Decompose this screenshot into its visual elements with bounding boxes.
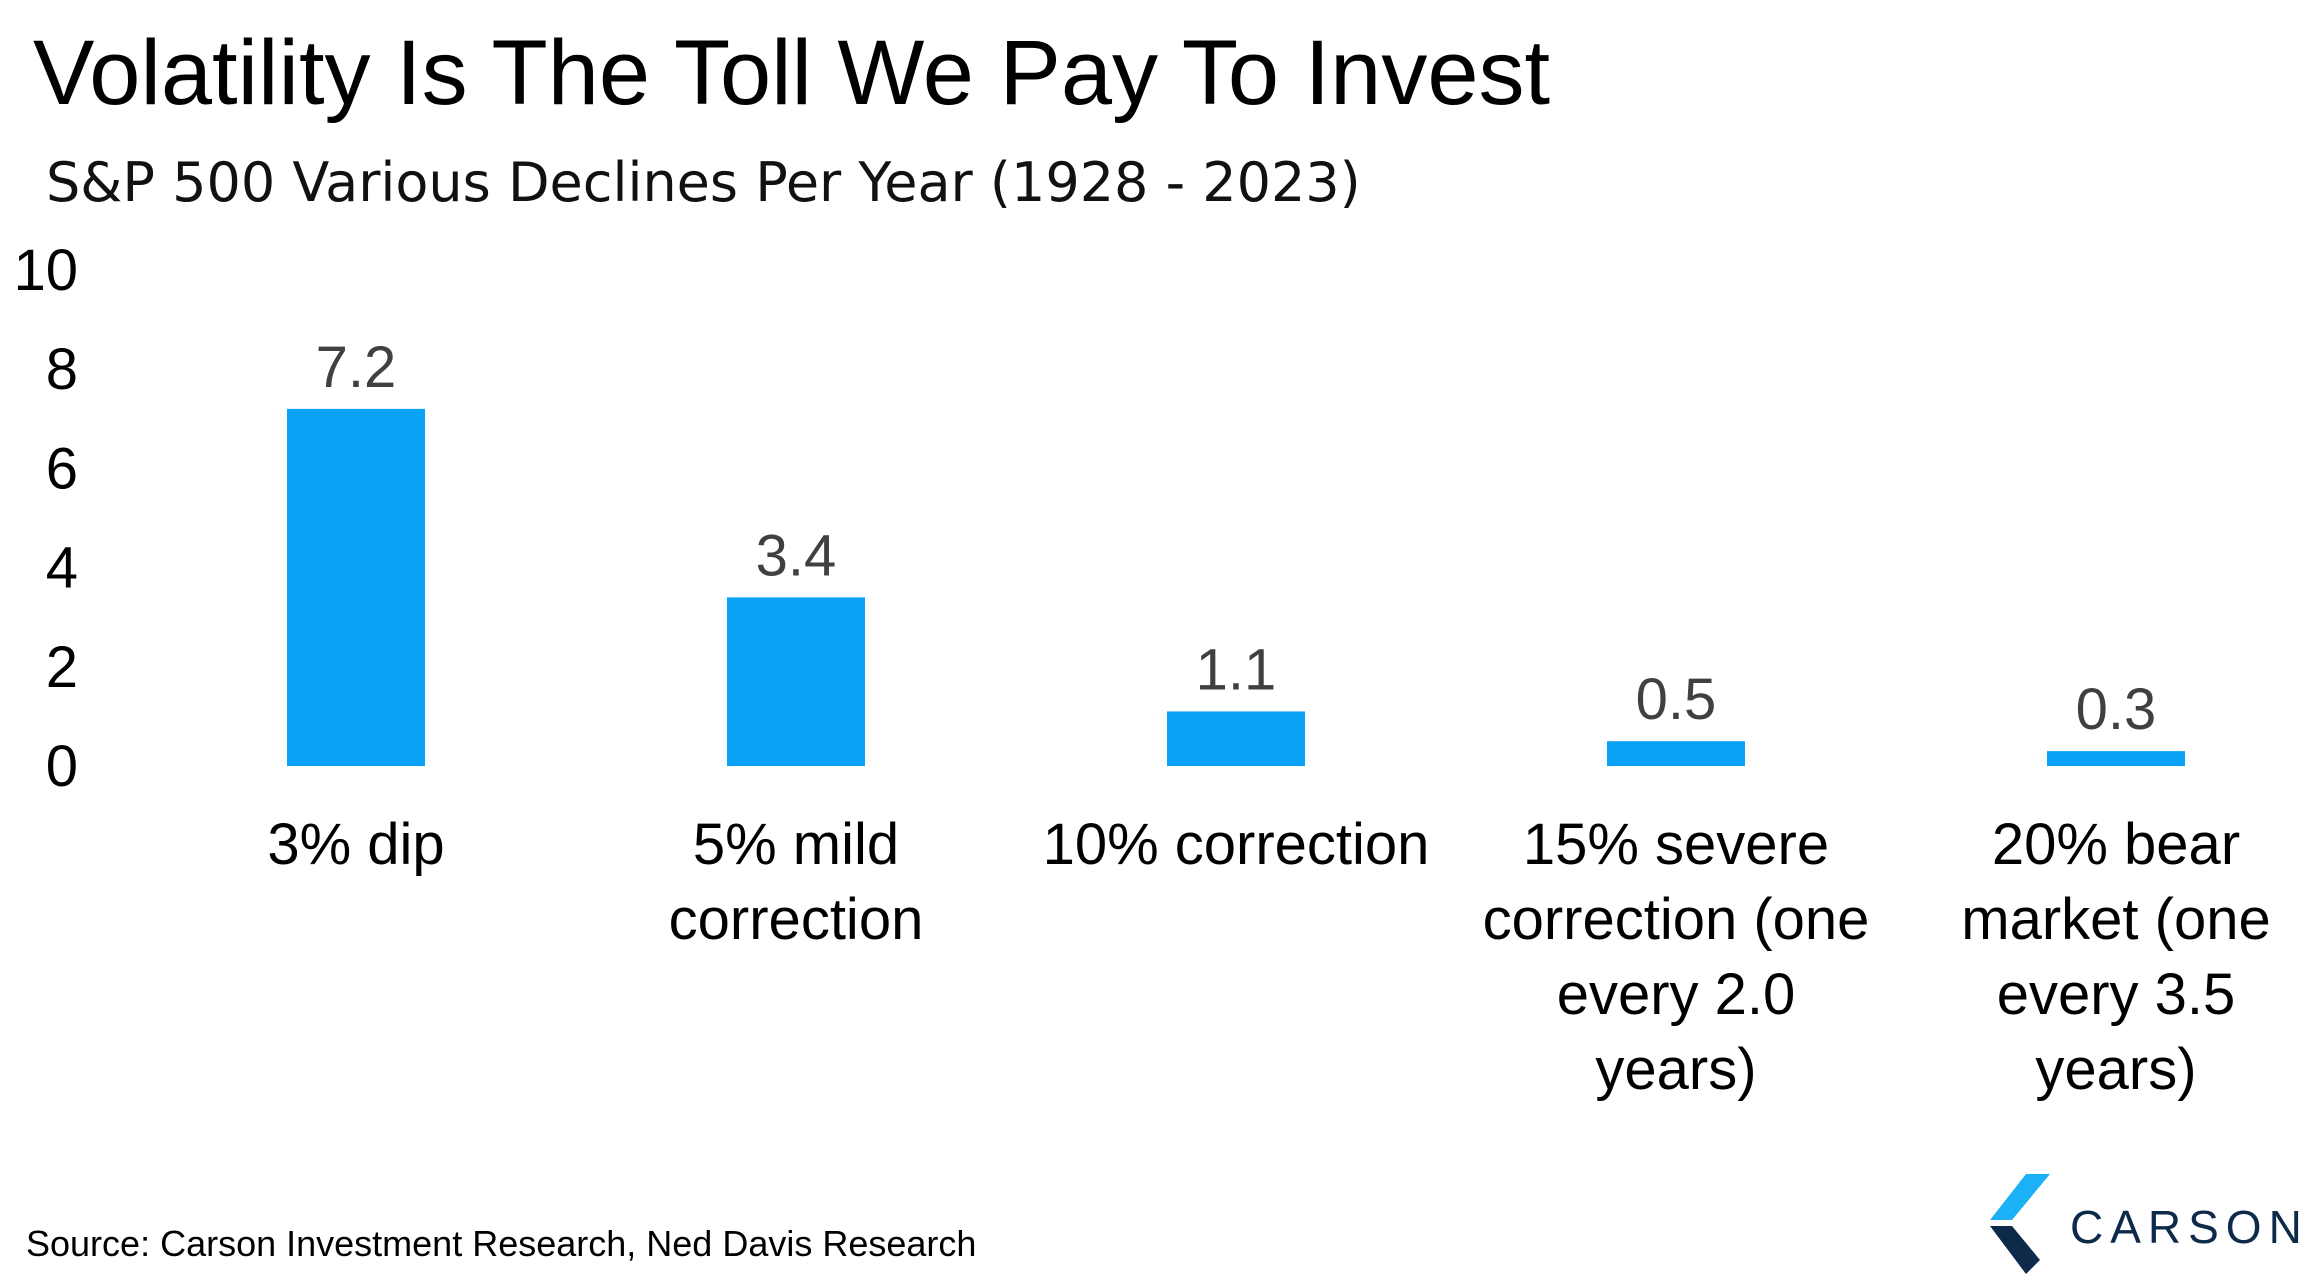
category-label: 15% severe correction (one every 2.0 years) bbox=[1483, 812, 1870, 1102]
y-tick-label: 4 bbox=[46, 536, 78, 601]
bar bbox=[2047, 751, 2185, 766]
y-tick-label: 8 bbox=[46, 337, 78, 402]
category-label-line: every 3.5 bbox=[1997, 962, 2236, 1027]
bar bbox=[1607, 741, 1745, 766]
category-label-line: 3% dip bbox=[267, 812, 444, 877]
y-tick-label: 6 bbox=[46, 436, 78, 501]
data-label: 7.2 bbox=[316, 335, 397, 400]
category-label-line: correction bbox=[669, 887, 924, 952]
data-label: 1.1 bbox=[1196, 637, 1277, 702]
category-label-line: market (one bbox=[1961, 887, 2270, 952]
logo-text: CARSON bbox=[2070, 1201, 2309, 1253]
bar-chart: 0 2 4 6 8 10 7.2 3% dip 3.4 5% mild correction 1.1 1… bbox=[13, 238, 2270, 1102]
y-tick-label: 0 bbox=[46, 734, 78, 799]
data-label: 0.3 bbox=[2076, 677, 2157, 742]
category-label-line: 5% mild bbox=[693, 812, 899, 877]
category-label: 20% bear market (one every 3.5 years) bbox=[1961, 812, 2270, 1102]
category-label-line: years) bbox=[2035, 1037, 2196, 1102]
category-label: 5% mild correction bbox=[669, 812, 924, 952]
carson-chevron-icon bbox=[1990, 1174, 2050, 1274]
bar bbox=[727, 597, 865, 766]
category-label: 10% correction bbox=[1043, 812, 1430, 877]
category-label-line: correction (one bbox=[1483, 887, 1870, 952]
data-label: 3.4 bbox=[756, 523, 837, 588]
carson-logo: CARSON bbox=[1990, 1168, 2310, 1278]
category-label-line: 15% severe bbox=[1523, 812, 1829, 877]
category-label-line: every 2.0 bbox=[1557, 962, 1796, 1027]
chart-subtitle: S&P 500 Various Declines Per Year (1928 … bbox=[46, 151, 1361, 214]
data-label: 0.5 bbox=[1636, 667, 1717, 732]
category-label: 3% dip bbox=[267, 812, 444, 877]
y-tick-label: 2 bbox=[46, 635, 78, 700]
chart-title: Volatility Is The Toll We Pay To Invest bbox=[33, 22, 1551, 124]
bar bbox=[287, 408, 425, 766]
source-note: Source: Carson Investment Research, Ned … bbox=[26, 1223, 977, 1264]
bar bbox=[1167, 711, 1305, 766]
category-label-line: 20% bear bbox=[1992, 812, 2240, 877]
category-label-line: 10% correction bbox=[1043, 812, 1430, 877]
category-label-line: years) bbox=[1595, 1037, 1756, 1102]
y-tick-label: 10 bbox=[13, 238, 78, 303]
